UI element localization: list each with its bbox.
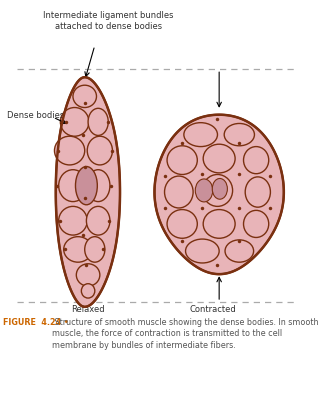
Ellipse shape	[85, 237, 105, 262]
Ellipse shape	[195, 179, 213, 202]
Polygon shape	[154, 115, 284, 274]
Text: FIGURE  4.24 •: FIGURE 4.24 •	[3, 318, 69, 327]
Ellipse shape	[76, 264, 100, 286]
Ellipse shape	[185, 239, 219, 263]
Ellipse shape	[86, 170, 110, 202]
Ellipse shape	[244, 210, 269, 238]
Ellipse shape	[76, 166, 97, 205]
Ellipse shape	[81, 284, 95, 298]
Ellipse shape	[203, 210, 235, 238]
Text: Relaxed: Relaxed	[71, 305, 105, 314]
Ellipse shape	[202, 174, 232, 206]
Ellipse shape	[184, 123, 217, 146]
Text: Structure of smooth muscle showing the dense bodies. In smooth muscle, the force: Structure of smooth muscle showing the d…	[52, 318, 318, 350]
Ellipse shape	[64, 237, 92, 262]
Ellipse shape	[60, 108, 89, 136]
Ellipse shape	[59, 170, 87, 202]
Ellipse shape	[164, 176, 193, 208]
Ellipse shape	[167, 210, 197, 238]
Ellipse shape	[73, 85, 96, 108]
Ellipse shape	[59, 206, 87, 235]
Ellipse shape	[224, 124, 254, 146]
Ellipse shape	[244, 146, 269, 174]
Text: Contracted: Contracted	[189, 305, 236, 314]
Ellipse shape	[245, 177, 270, 207]
Ellipse shape	[55, 136, 85, 165]
Text: Dense bodies: Dense bodies	[7, 111, 64, 120]
Polygon shape	[56, 77, 120, 307]
Ellipse shape	[86, 206, 110, 235]
Text: Intermediate ligament bundles
attached to dense bodies: Intermediate ligament bundles attached t…	[43, 10, 174, 31]
Ellipse shape	[203, 144, 235, 173]
Ellipse shape	[88, 108, 108, 136]
Ellipse shape	[225, 240, 254, 262]
Ellipse shape	[167, 146, 197, 174]
Ellipse shape	[212, 178, 227, 199]
Ellipse shape	[87, 136, 112, 165]
